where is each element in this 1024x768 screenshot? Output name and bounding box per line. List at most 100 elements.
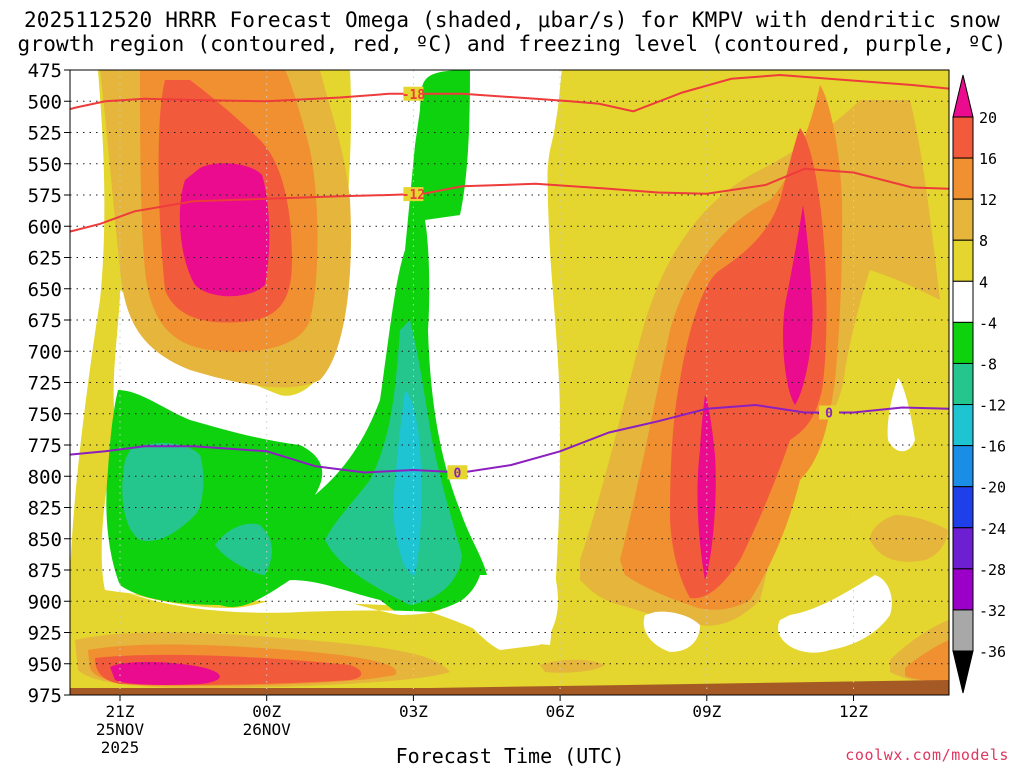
colorbar-label: 12: [979, 191, 997, 209]
isoline-label-bg: [819, 405, 840, 420]
colorbar-segment: [952, 116, 974, 159]
y-tick-label: 800: [28, 466, 62, 488]
colorbar-segment: [952, 404, 974, 447]
isoline-label-bg: [403, 187, 424, 202]
y-tick-label: 575: [28, 185, 62, 207]
omega-teal-central: [325, 320, 462, 605]
omega-lowlevel-orange-east: [540, 620, 949, 685]
chart-title-line2: growth region (contoured, red, ºC) and f…: [17, 32, 1007, 56]
omega-white-bottom-left: [110, 575, 558, 645]
colorbar-label: -4: [979, 314, 997, 332]
colorbar-cap-top: [952, 74, 974, 118]
y-axis: 475 500 525 550 575 600 625 650 675 700 725 750 775 8…: [28, 60, 70, 707]
chart-title-line1: 2025112520 HRRR Forecast Omega (shaded, …: [23, 8, 1001, 32]
x-tick-label: 03Z: [399, 702, 428, 721]
y-tick-label: 625: [28, 248, 62, 270]
y-tick-label: 900: [28, 591, 62, 613]
colorbar-label: -8: [979, 355, 997, 373]
gridlines: [70, 70, 949, 695]
terrain-ground: [70, 680, 949, 695]
colorbar-label: -12: [979, 397, 1006, 415]
y-tick-label: 525: [28, 123, 62, 145]
y-tick-label: 825: [28, 498, 62, 520]
x-tick-date: 26NOV: [243, 720, 292, 739]
isoline-0: [70, 73, 949, 113]
colorbar-segment: [952, 445, 974, 488]
isoline-group: -18: [70, 73, 949, 113]
colorbar-label: 16: [979, 150, 997, 168]
x-tick-label: 12Z: [839, 702, 868, 721]
y-tick-label: 475: [28, 60, 62, 82]
isoline-group: 00: [70, 403, 949, 481]
colorbar-label: -28: [979, 561, 1006, 579]
y-tick-label: 500: [28, 91, 62, 113]
x-tick-label: 00Z: [252, 702, 281, 721]
colorbar-segment: [952, 239, 974, 282]
omega-white-central: [355, 70, 560, 645]
colorbar-segment: [952, 527, 974, 570]
colorbar-label: -36: [979, 643, 1006, 661]
y-tick-label: 975: [28, 685, 62, 707]
y-tick-label: 750: [28, 404, 62, 426]
colorbar: -36 -32 -28 -24 -20 -16 -12 -8 -4 4 8 12 16 20: [952, 74, 1006, 694]
y-tick-label: 700: [28, 341, 62, 363]
omega-teal-west: [122, 443, 204, 541]
isoline-label-bg: [447, 465, 468, 480]
isoline-label: 0: [825, 407, 833, 422]
colorbar-label: 4: [979, 273, 988, 291]
omega-white-bottom-right: [643, 575, 892, 653]
isoline-label-bg: [403, 86, 424, 101]
colorbar-segment: [952, 321, 974, 364]
isoline-1: [70, 167, 949, 233]
colorbar-segment: [952, 362, 974, 406]
colorbar-segment: [952, 280, 974, 323]
isoline-group: -12: [70, 167, 949, 233]
y-tick-label: 650: [28, 279, 62, 301]
omega-lowlevel-deeporange-east: [905, 640, 949, 682]
x-tick-label: 21Z: [106, 702, 135, 721]
x-tick-label: 09Z: [692, 702, 721, 721]
omega-lowlevel-magenta: [110, 661, 220, 685]
x-tick-label: 06Z: [546, 702, 575, 721]
y-tick-label: 675: [28, 310, 62, 332]
colorbar-segment: [952, 568, 974, 611]
colorbar-segment: [952, 609, 974, 652]
omega-cyan-central: [393, 390, 422, 575]
colorbar-cap-bottom: [952, 650, 974, 694]
x-tick-date: 25NOV: [96, 720, 145, 739]
colorbar-label: -32: [979, 602, 1006, 620]
colorbar-segment: [952, 198, 974, 241]
colorbar-label: 20: [979, 109, 997, 127]
y-tick-label: 725: [28, 373, 62, 395]
colorbar-label: -16: [979, 438, 1006, 456]
colorbar-segment: [952, 486, 974, 529]
omega-orange-east-right: [869, 163, 901, 262]
omega-magenta-east-upper: [783, 205, 813, 405]
colorbar-segment: [952, 157, 974, 200]
y-tick-label: 925: [28, 623, 62, 645]
omega-field: [70, 70, 949, 695]
y-tick-label: 875: [28, 560, 62, 582]
colorbar-label: 8: [979, 232, 988, 250]
y-tick-label: 850: [28, 529, 62, 551]
omega-white-east-hole: [887, 378, 915, 452]
x-axis-title: Forecast Time (UTC): [395, 744, 625, 768]
y-tick-label: 550: [28, 154, 62, 176]
isoline-2: [70, 403, 949, 474]
y-tick-label: 950: [28, 654, 62, 676]
x-tick-year: 2025: [101, 738, 140, 757]
y-tick-label: 775: [28, 435, 62, 457]
y-tick-label: 600: [28, 216, 62, 238]
isoline-label: -12: [402, 188, 425, 203]
omega-magenta-west: [179, 163, 270, 297]
isoline-label: -18: [402, 88, 426, 103]
omega-teal-west2: [215, 523, 272, 575]
colorbar-label: -24: [979, 520, 1006, 538]
isoline-label: 0: [453, 466, 461, 481]
colorbar-label: -20: [979, 479, 1006, 497]
credit-text: coolwx.com/models: [845, 746, 1009, 764]
